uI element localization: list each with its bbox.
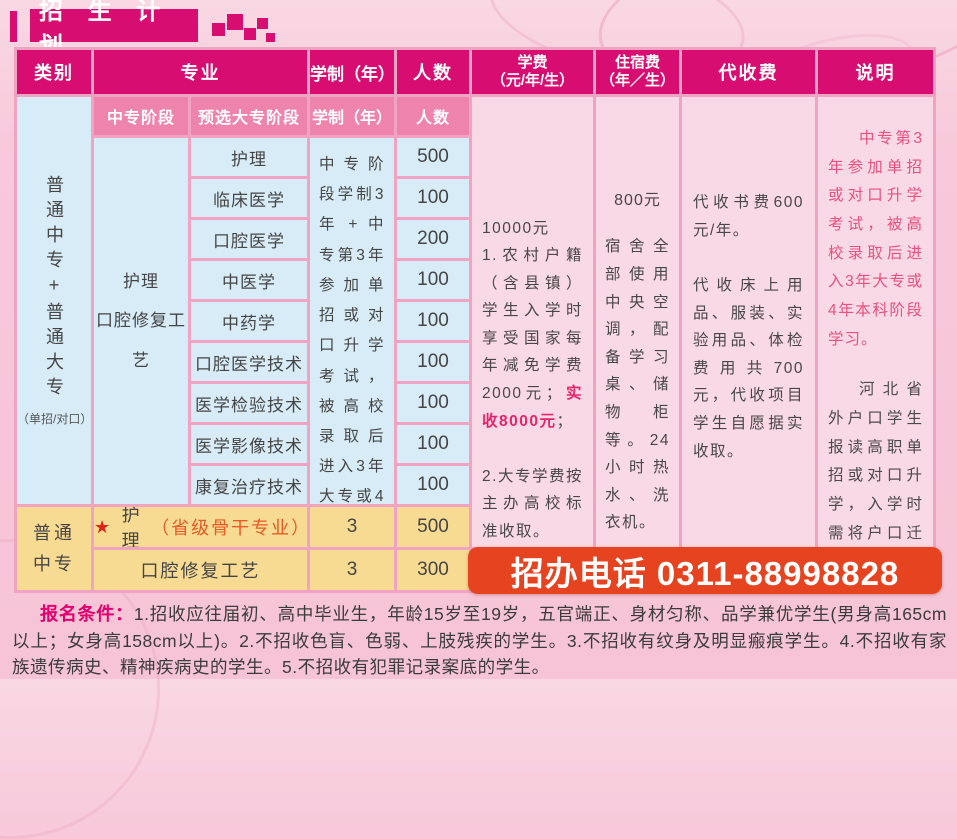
header-count: 人数	[397, 50, 469, 94]
major-count: 100	[397, 302, 469, 340]
notes-p2: 河北省外户口学生报读高职单招或对口升学，入学时需将户口迁移到学校，或办理河北省居…	[828, 381, 923, 542]
conditions-label: 报名条件：	[40, 604, 134, 624]
tuition-highlight: 实收8000元	[482, 385, 583, 430]
bottom-category-cell: 普通 中专	[17, 507, 91, 590]
tuition-cell: 10000元 1.农村户籍（含县镇）学生入学时享受国家每年减免学费2000元；实…	[472, 97, 593, 547]
collection-cell: 代收书费600元/年。 代收床上用品、服装、实验用品、体检费用共700元，代收项…	[682, 97, 815, 547]
accommodation-price: 800元	[614, 192, 661, 209]
major-count: 100	[397, 343, 469, 381]
collection-p2: 代收床上用品、服装、实验用品、体检费用共700元，代收项目学生自愿据实收取。	[693, 277, 804, 460]
subheader-years: 学制（年）	[310, 97, 394, 135]
bottom-major-name: 护理	[121, 507, 142, 547]
header-years: 学制（年）	[310, 50, 394, 94]
bottom-row-count: 500	[397, 507, 469, 547]
star-icon: ★	[94, 516, 113, 537]
bottom-row-years: 3	[310, 550, 394, 590]
admissions-phone-banner: 招办电话 0311-88998828	[468, 547, 942, 594]
major-count: 100	[397, 466, 469, 504]
bottom-row-count: 300	[397, 550, 469, 590]
header-notes: 说明	[818, 50, 933, 94]
major-count: 100	[397, 179, 469, 217]
header-major: 专业	[94, 50, 307, 94]
major-name: 中医学	[191, 261, 307, 299]
accommodation-cell: 800元 宿舍全部使用中央空调，配备学习桌、储物柜等。24小时热水、洗衣机。	[596, 97, 679, 547]
category-text: 普通中专+普通大专	[44, 174, 64, 402]
major-name: 医学检验技术	[191, 384, 307, 422]
major-name: 医学影像技术	[191, 425, 307, 463]
major-count: 500	[397, 138, 469, 176]
bottom-major-badge: （省级骨干专业）	[151, 518, 307, 538]
conditions-text: 1.招收应往届初、高中毕业生，年龄15岁至19岁，五官端正、身材匀称、品学兼优学…	[12, 604, 947, 678]
category-note: （单招/对口）	[17, 411, 91, 426]
major-name: 护理	[191, 138, 307, 176]
pixel-decoration	[266, 33, 275, 42]
notes-cell: 中专第3年参加单招或对口升学考试，被高校录取后进入3年大专或4年本科阶段学习。 …	[818, 97, 933, 547]
enrollment-table: 类别 专业 学制（年） 人数 学费 （元/年/生） 住宿费 （年／生） 代收费 …	[14, 47, 936, 593]
pixel-decoration	[244, 28, 256, 40]
bottom-row-major: ★ 护理 （省级骨干专业）	[94, 507, 307, 547]
pixel-decoration	[257, 18, 268, 29]
header-collection: 代收费	[682, 50, 815, 94]
major-count: 100	[397, 425, 469, 463]
admissions-phone-number: 招办电话 0311-88998828	[510, 554, 900, 592]
duration-note-cell: 中专阶段学制3年 + 中专第3年参加单招或对口升学考试，被高校录取后进入3年大专…	[310, 138, 394, 504]
bottom-row-years: 3	[310, 507, 394, 547]
major-name: 口腔医学	[191, 220, 307, 258]
major-count: 200	[397, 220, 469, 258]
pixel-decoration	[212, 23, 225, 36]
registration-conditions: 报名条件：1.招收应往届初、高中毕业生，年龄15岁至19岁，五官端正、身材匀称、…	[12, 601, 947, 681]
zhongzhuan-majors-cell: 护理 口腔修复工艺	[94, 138, 188, 504]
major-name: 临床医学	[191, 179, 307, 217]
header-tuition: 学费 （元/年/生）	[472, 50, 593, 94]
major-count: 100	[397, 384, 469, 422]
collection-p1: 代收书费600元/年。	[693, 194, 804, 239]
major-name: 中药学	[191, 302, 307, 340]
pixel-decoration	[227, 14, 243, 30]
subheader-preselect-college-stage: 预选大专阶段	[191, 97, 307, 135]
notes-p1: 中专第3年参加单招或对口升学考试，被高校录取后进入3年大专或4年本科阶段学习。	[828, 130, 923, 348]
major-name: 康复治疗技术	[191, 466, 307, 504]
category-cell: 普通中专+普通大专 （单招/对口）	[17, 97, 91, 504]
bottom-row-major: 口腔修复工艺	[94, 550, 307, 590]
accommodation-desc: 宿舍全部使用中央空调，配备学习桌、储物柜等。24小时热水、洗衣机。	[605, 238, 670, 532]
title-accent-bar	[10, 11, 17, 42]
subheader-count: 人数	[397, 97, 469, 135]
header-category: 类别	[17, 50, 91, 94]
tuition-rest: ； 2.大专学费按主办高校标准收取。	[482, 412, 583, 540]
major-count: 100	[397, 261, 469, 299]
tuition-intro: 10000元 1.农村户籍（含县镇）学生入学时享受国家每年减免学费2000元；	[482, 219, 583, 403]
subheader-zhongzhuan-stage: 中专阶段	[94, 97, 188, 135]
header-accommodation: 住宿费 （年／生）	[596, 50, 679, 94]
page-title-box: 招 生 计 划	[30, 0, 198, 60]
major-name: 口腔医学技术	[191, 343, 307, 381]
